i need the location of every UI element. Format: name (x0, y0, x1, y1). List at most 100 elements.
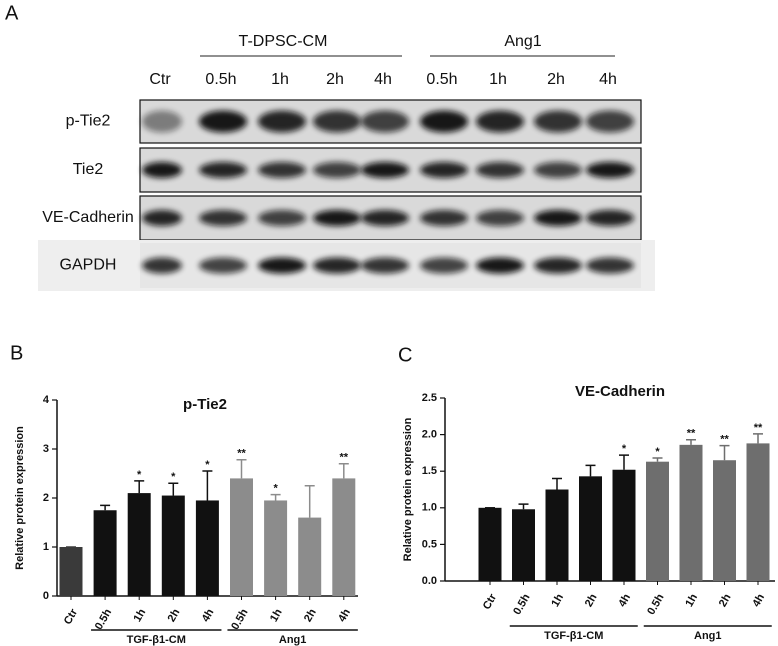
band (534, 210, 582, 226)
band (142, 210, 182, 226)
x-tick-label: 4h (750, 592, 767, 609)
band (361, 162, 409, 178)
y-tick-label: 2 (43, 492, 49, 504)
band (476, 257, 524, 274)
error-bar (753, 433, 763, 444)
y-tick-label: 1.5 (422, 465, 437, 477)
band (534, 110, 582, 133)
bar (93, 510, 117, 596)
x-tick-label: 4h (616, 592, 633, 609)
band (361, 210, 409, 226)
y-tick-label: 0.0 (422, 575, 437, 587)
significance: * (622, 443, 627, 455)
panel-letter: B (10, 342, 23, 364)
error-bar (100, 504, 111, 511)
x-tick-label: 1h (132, 607, 149, 624)
band (420, 162, 468, 178)
bar (59, 547, 83, 596)
significance: ** (720, 433, 729, 445)
y-tick-label: 2.5 (422, 392, 437, 404)
y-tick-label: 3 (43, 443, 49, 455)
group-label: TGF-β1-CM (544, 630, 603, 642)
x-tick-label: 1h (268, 607, 285, 624)
x-tick-label: 1h (683, 592, 700, 609)
error-bar (585, 464, 596, 477)
x-tick-label: 2h (302, 607, 319, 624)
bar (161, 495, 185, 596)
group-label: Ang1 (694, 630, 722, 642)
bar (612, 469, 636, 581)
row-label: Tie2 (73, 161, 104, 178)
band (142, 110, 182, 133)
lane-label: 2h (547, 71, 565, 88)
x-tick-label: 4h (336, 607, 353, 624)
lane-label: 0.5h (426, 71, 457, 88)
y-tick-label: 1 (43, 541, 49, 553)
error-bar (686, 438, 696, 445)
band (258, 162, 306, 178)
group-label: TGF-β1-CM (127, 634, 186, 646)
bar (746, 443, 770, 581)
band (361, 110, 409, 133)
x-tick-label: 2h (717, 592, 734, 609)
x-tick-label: 0.5h (511, 592, 533, 617)
band (420, 110, 468, 133)
y-tick-label: 2.0 (422, 429, 437, 441)
error-bar (518, 503, 529, 510)
row-label: GAPDH (60, 257, 117, 274)
band (258, 257, 306, 274)
blot-group: T-DPSC-CM (239, 33, 328, 50)
bar (230, 478, 253, 596)
bar (127, 493, 151, 596)
significance: ** (340, 452, 349, 464)
band (476, 210, 524, 226)
band (258, 110, 306, 133)
x-tick-label: 4h (200, 607, 217, 624)
band (313, 257, 361, 274)
y-tick-label: 4 (43, 394, 50, 406)
error-bar (619, 454, 629, 470)
bar (264, 500, 288, 596)
bar (579, 476, 602, 581)
band (199, 257, 247, 274)
bar (646, 461, 669, 581)
x-tick-label: 0.5h (229, 607, 251, 632)
lane-label: 1h (271, 71, 289, 88)
x-tick-label: 2h (166, 607, 183, 624)
error-bar (202, 470, 213, 501)
lane-label: 0.5h (205, 71, 236, 88)
band (586, 162, 634, 178)
band (313, 110, 361, 133)
bar (298, 517, 322, 596)
y-tick-label: 1.0 (422, 502, 437, 514)
band (534, 162, 582, 178)
x-tick-label: 0.5h (93, 607, 115, 632)
lane-label: 4h (599, 71, 617, 88)
panel-letter: C (398, 344, 412, 366)
bar (545, 489, 569, 581)
bar (478, 507, 502, 581)
significance: * (137, 469, 142, 481)
error-bar (236, 459, 247, 479)
chart-title: p-Tie2 (183, 396, 227, 413)
y-axis-label: Relative protein expression (14, 426, 26, 570)
band (199, 162, 247, 178)
bar (195, 500, 219, 596)
y-tick-label: 0 (43, 590, 49, 602)
y-tick-label: 0.5 (422, 538, 437, 550)
band (586, 110, 634, 133)
band (586, 210, 634, 226)
error-bar (134, 480, 145, 494)
error-bar (719, 444, 730, 461)
significance: ** (687, 428, 696, 440)
band (586, 257, 634, 274)
bar (332, 478, 356, 596)
blot-group: Ang1 (504, 33, 541, 50)
row-label: p-Tie2 (66, 113, 111, 130)
x-tick-label: Ctr (62, 606, 81, 626)
significance: * (273, 482, 278, 494)
band (142, 162, 182, 178)
x-tick-label: Ctr (481, 591, 500, 611)
row-label: VE-Cadherin (42, 209, 134, 226)
